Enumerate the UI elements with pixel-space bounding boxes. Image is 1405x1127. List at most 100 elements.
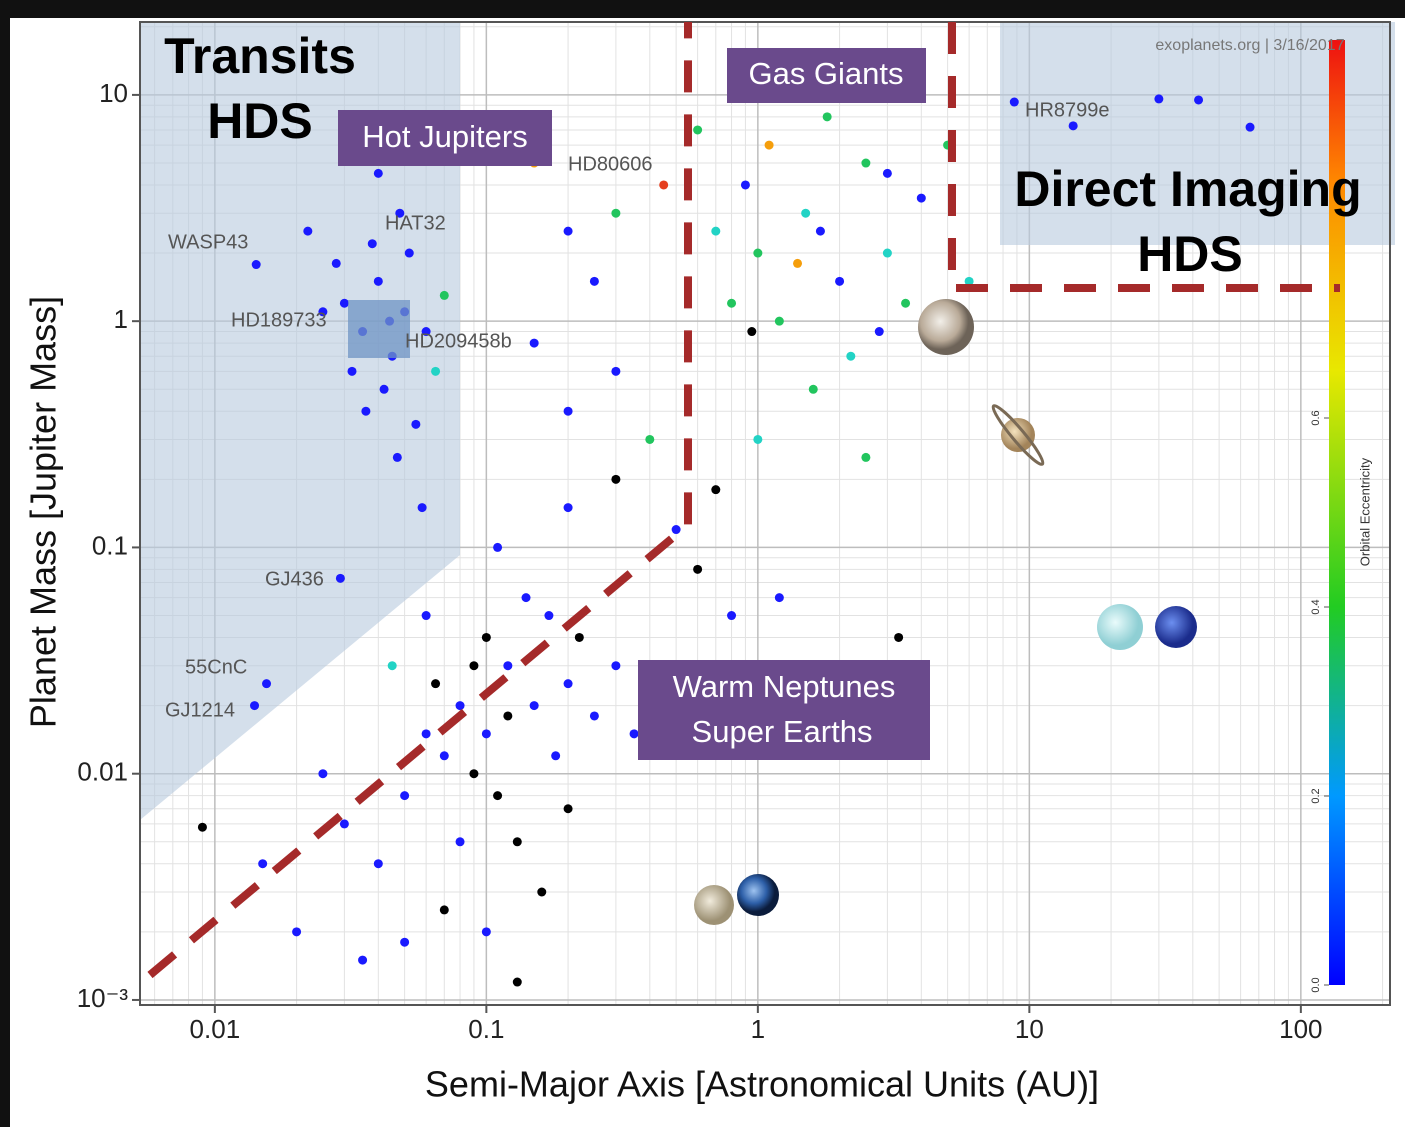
transit-boundary [147, 22, 692, 979]
point [197, 822, 207, 832]
point [774, 316, 784, 326]
point [846, 351, 856, 361]
point [901, 298, 911, 308]
point [373, 168, 383, 178]
point [318, 307, 328, 317]
planet-label: HR8799e [1025, 99, 1110, 121]
point [793, 258, 803, 268]
point [431, 366, 441, 376]
jupiter-icon [918, 299, 974, 355]
annotation: Direct Imaging [1014, 161, 1361, 217]
point [727, 298, 737, 308]
point [764, 140, 774, 150]
colorbar-tick-label: 0.0 [1310, 977, 1322, 992]
point [589, 276, 599, 286]
point [469, 769, 479, 779]
point [822, 112, 832, 122]
point [387, 661, 397, 671]
point [801, 208, 811, 218]
point [861, 158, 871, 168]
point [404, 248, 414, 258]
point [439, 751, 449, 761]
point [563, 406, 573, 416]
x-tick-label: 0.1 [468, 1014, 504, 1044]
y-tick-label: 10⁻³ [77, 983, 129, 1013]
point [258, 859, 268, 869]
points [197, 72, 1255, 987]
point [727, 611, 737, 621]
point [747, 327, 757, 337]
point [894, 632, 904, 642]
plot-frame [139, 21, 1391, 1006]
point [753, 248, 763, 258]
point [563, 503, 573, 513]
x-tick-label: 100 [1279, 1014, 1322, 1044]
planet-label: HD189733 [231, 309, 327, 331]
y-tick-label: 0.01 [77, 757, 128, 787]
point [503, 661, 513, 671]
point [367, 239, 377, 249]
point [629, 729, 639, 739]
point [882, 248, 892, 258]
point [1009, 97, 1019, 107]
y-tick-label: 1 [114, 304, 128, 334]
colorbar-tick-label: 0.2 [1310, 788, 1322, 803]
point [574, 632, 584, 642]
point [874, 327, 884, 337]
point [529, 338, 539, 348]
uranus-icon [1097, 604, 1143, 650]
point [861, 452, 871, 462]
point [563, 804, 573, 814]
point [318, 769, 328, 779]
point [250, 701, 260, 711]
point [711, 226, 721, 236]
point [395, 208, 405, 218]
point [512, 837, 522, 847]
y-tick-label: 0.1 [92, 530, 128, 560]
point [916, 193, 926, 203]
point [400, 791, 410, 801]
planet-label: HD80606 [568, 153, 653, 175]
point [611, 661, 621, 671]
planet-label: 55CnC [185, 656, 247, 678]
point [563, 226, 573, 236]
point [808, 384, 818, 394]
point [400, 937, 410, 947]
point [331, 258, 341, 268]
x-tick-label: 1 [751, 1014, 765, 1044]
point [481, 632, 491, 642]
point [537, 887, 547, 897]
point [493, 791, 503, 801]
planet-label: WASP43 [168, 231, 248, 253]
venus-icon [694, 885, 734, 925]
point [292, 927, 302, 937]
point [711, 485, 721, 495]
point [611, 474, 621, 484]
x-tick-label: 10 [1015, 1014, 1044, 1044]
annotation: Super Earths [692, 714, 873, 749]
point [693, 564, 703, 574]
x-axis-label: Semi-Major Axis [Astronomical Units (AU)… [425, 1064, 1099, 1105]
point [882, 168, 892, 178]
point [303, 226, 313, 236]
point [335, 573, 345, 583]
annotation: HDS [1137, 226, 1243, 282]
point [373, 859, 383, 869]
point [964, 276, 974, 286]
point [563, 679, 573, 689]
point [262, 679, 272, 689]
point [411, 419, 421, 429]
point [421, 729, 431, 739]
planet-label: HAT32 [385, 212, 446, 234]
point [1154, 94, 1164, 104]
annotation: Gas Giants [748, 56, 903, 91]
point [693, 125, 703, 135]
point [358, 955, 368, 965]
annotation: Hot Jupiters [362, 119, 527, 154]
planet-label: GJ1214 [165, 699, 235, 721]
point [439, 290, 449, 300]
point [347, 366, 357, 376]
x-tick-label: 0.01 [190, 1014, 241, 1044]
label-box [638, 660, 930, 760]
point [481, 927, 491, 937]
